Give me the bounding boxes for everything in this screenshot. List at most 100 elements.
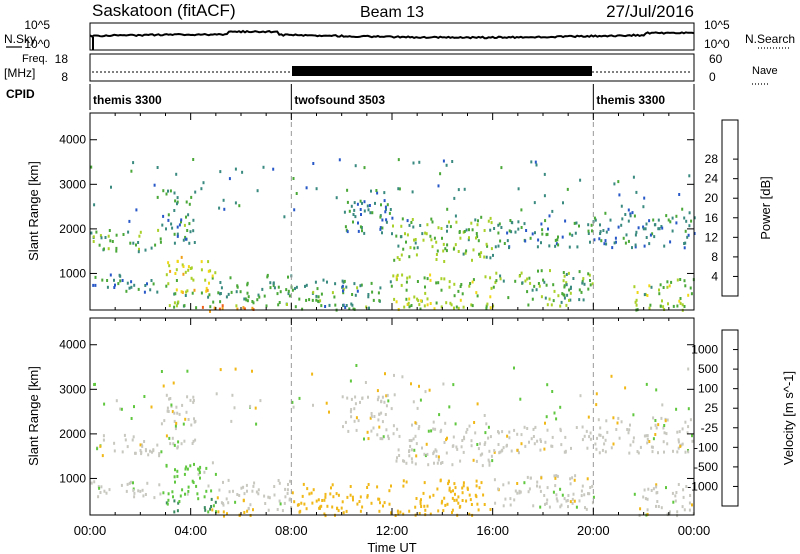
heatmap-cell xyxy=(395,277,398,281)
heatmap-cell xyxy=(234,167,237,171)
heatmap-cell xyxy=(671,229,674,233)
power-ylabel: Slant Range [km] xyxy=(26,161,41,261)
heatmap-cell xyxy=(523,425,526,429)
colorbar-tick-label: -500 xyxy=(694,460,718,474)
heatmap-cell xyxy=(643,293,646,297)
heatmap-cell xyxy=(452,247,455,251)
heatmap-cell xyxy=(211,508,214,512)
heatmap-cell xyxy=(99,444,102,448)
heatmap-cell xyxy=(215,392,218,396)
heatmap-cell xyxy=(346,495,349,499)
heatmap-cell xyxy=(410,221,413,224)
heatmap-cell xyxy=(147,453,150,457)
heatmap-cell xyxy=(210,497,213,501)
heatmap-cell xyxy=(243,297,246,301)
heatmap-cell xyxy=(478,252,481,256)
heatmap-cell xyxy=(392,224,394,228)
heatmap-cell xyxy=(578,499,581,503)
heatmap-cell xyxy=(129,480,132,484)
x-tick-label: 20:00 xyxy=(577,523,610,538)
heatmap-cell xyxy=(242,306,245,310)
heatmap-cell xyxy=(383,501,386,505)
heatmap-cell xyxy=(652,218,655,222)
heatmap-cell xyxy=(524,444,527,448)
heatmap-cell xyxy=(413,238,415,242)
heatmap-cell xyxy=(254,406,257,410)
heatmap-cell xyxy=(546,428,549,432)
heatmap-cell xyxy=(488,463,491,467)
heatmap-cell xyxy=(359,495,362,499)
heatmap-cell xyxy=(95,230,98,234)
heatmap-cell xyxy=(298,297,301,301)
heatmap-cell xyxy=(587,229,590,233)
heatmap-cell xyxy=(376,398,379,402)
heatmap-cell xyxy=(181,403,184,407)
heatmap-cell xyxy=(400,224,403,228)
heatmap-cell xyxy=(526,475,529,479)
heatmap-cell xyxy=(418,303,421,307)
heatmap-cell xyxy=(350,408,353,411)
heatmap-cell xyxy=(685,219,688,223)
heatmap-cell xyxy=(494,501,497,505)
heatmap-cell xyxy=(249,503,252,507)
heatmap-cell xyxy=(259,399,262,403)
heatmap-cell xyxy=(410,448,413,452)
heatmap-cell xyxy=(156,290,159,294)
heatmap-cell xyxy=(551,390,554,393)
heatmap-cell xyxy=(350,397,353,401)
heatmap-cell xyxy=(177,440,180,444)
freq-left-tick-high: 18 xyxy=(55,52,69,66)
heatmap-cell xyxy=(317,498,320,502)
heatmap-cell xyxy=(173,419,176,423)
heatmap-cell xyxy=(460,445,463,449)
heatmap-cell xyxy=(430,217,433,221)
heatmap-cell xyxy=(568,298,570,302)
heatmap-cell xyxy=(123,433,126,437)
heatmap-cell xyxy=(230,290,233,294)
heatmap-cell xyxy=(203,495,206,499)
heatmap-cell xyxy=(315,294,318,298)
heatmap-cell xyxy=(92,235,95,239)
heatmap-cell xyxy=(562,201,564,205)
heatmap-cell xyxy=(178,223,181,227)
heatmap-cell xyxy=(444,247,447,251)
heatmap-cell xyxy=(537,238,540,242)
heatmap-cell xyxy=(92,283,95,287)
heatmap-cell xyxy=(534,425,537,429)
heatmap-cell xyxy=(319,506,321,510)
heatmap-cell xyxy=(691,503,693,507)
heatmap-cell xyxy=(544,296,547,300)
heatmap-cell xyxy=(568,288,571,292)
heatmap-cell xyxy=(453,482,456,486)
heatmap-cell xyxy=(381,395,384,399)
heatmap-cell xyxy=(144,248,147,252)
heatmap-cell xyxy=(449,225,452,229)
heatmap-cell xyxy=(594,218,597,222)
heatmap-cell xyxy=(393,373,395,377)
heatmap-cell xyxy=(548,244,551,248)
heatmap-cell xyxy=(509,219,512,222)
heatmap-cell xyxy=(303,502,306,506)
heatmap-cell xyxy=(601,448,604,452)
heatmap-cell xyxy=(189,398,192,402)
heatmap-cell xyxy=(650,285,653,289)
heatmap-cell xyxy=(130,280,133,284)
heatmap-cell xyxy=(272,284,275,287)
heatmap-cell xyxy=(481,464,484,468)
heatmap-cell xyxy=(441,461,444,464)
heatmap-cell xyxy=(204,278,207,282)
heatmap-cell xyxy=(497,244,500,248)
heatmap-cell xyxy=(406,303,409,306)
heatmap-cell xyxy=(609,218,612,222)
heatmap-cell xyxy=(424,291,427,295)
heatmap-cell xyxy=(655,388,658,392)
heatmap-cell xyxy=(415,497,418,500)
heatmap-cell xyxy=(498,222,501,226)
heatmap-cell xyxy=(365,305,368,309)
heatmap-cell xyxy=(355,428,358,432)
heatmap-cell xyxy=(417,299,420,303)
heatmap-cell xyxy=(537,269,539,273)
heatmap-cell xyxy=(359,509,362,513)
heatmap-cell xyxy=(442,159,445,163)
nsky-label: N.Sky xyxy=(4,32,36,46)
